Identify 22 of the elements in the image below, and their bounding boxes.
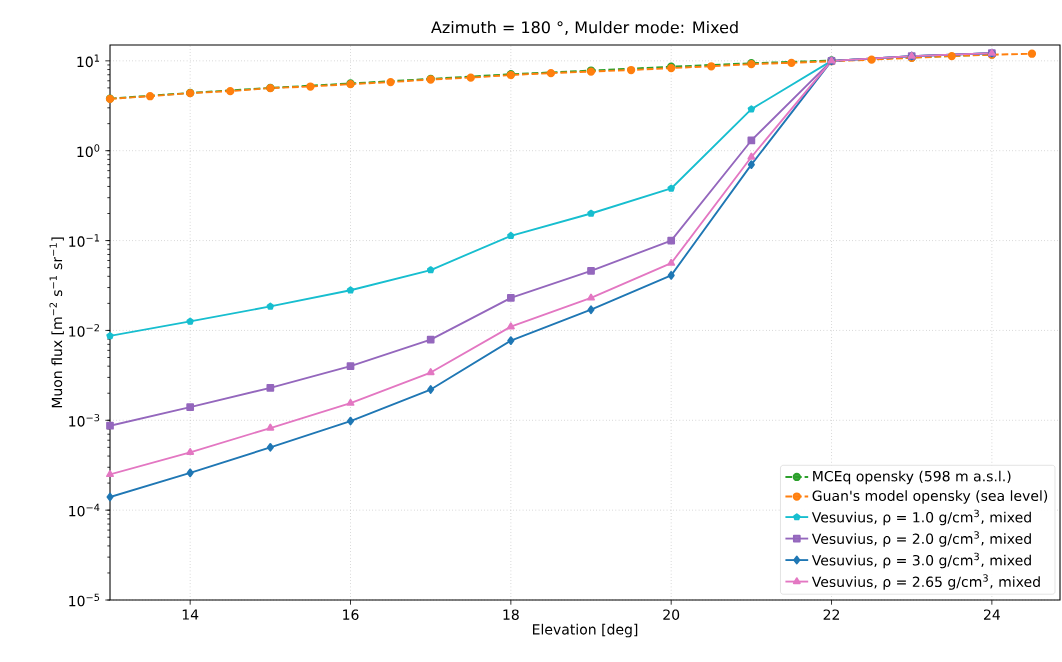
legend-label: Vesuvius, ρ = 2.0 g/cm$^{3}$, mixed	[811, 531, 1031, 547]
x-tick-label: 20	[663, 609, 680, 620]
chart-title: Azimuth = 180 °, Mulder mode: Mixed	[431, 20, 738, 35]
x-tick-label: 16	[343, 609, 359, 620]
y-tick-label: 10$^{−2}$	[69, 324, 99, 337]
y-tick-label: 10$^{−5}$	[69, 593, 100, 607]
y-axis-title: Muon flux [m$^{−2}$ s$^{−1}$ sr$^{−1}$]	[49, 237, 64, 408]
y-tick-label: 10$^{−3}$	[69, 413, 100, 427]
y-tick-label: 10$^{−1}$	[69, 234, 100, 247]
legend-label: MCEq opensky (598 m a.s.l.)	[813, 470, 1011, 485]
x-tick-label: 24	[983, 609, 1000, 620]
x-axis-title: Elevation [deg]	[532, 623, 638, 638]
y-tick-label: 10$^{−4}$	[69, 503, 100, 517]
y-tick-label: 10$^{0}$	[77, 144, 100, 158]
x-tick-label: 18	[503, 609, 519, 620]
x-tick-label: 14	[182, 609, 199, 620]
legend-label: Guan's model opensky (sea level)	[812, 490, 1048, 504]
legend-label: Vesuvius, ρ = 1.0 g/cm$^{3}$, mixed	[811, 509, 1031, 526]
y-tick-label: 10$^{1}$	[77, 54, 100, 68]
legend-label: Vesuvius, ρ = 2.65 g/cm$^{3}$, mixed	[811, 574, 1040, 590]
legend-label: Vesuvius, ρ = 3.0 g/cm$^{3}$, mixed	[811, 552, 1031, 569]
x-tick-label: 22	[823, 609, 840, 620]
